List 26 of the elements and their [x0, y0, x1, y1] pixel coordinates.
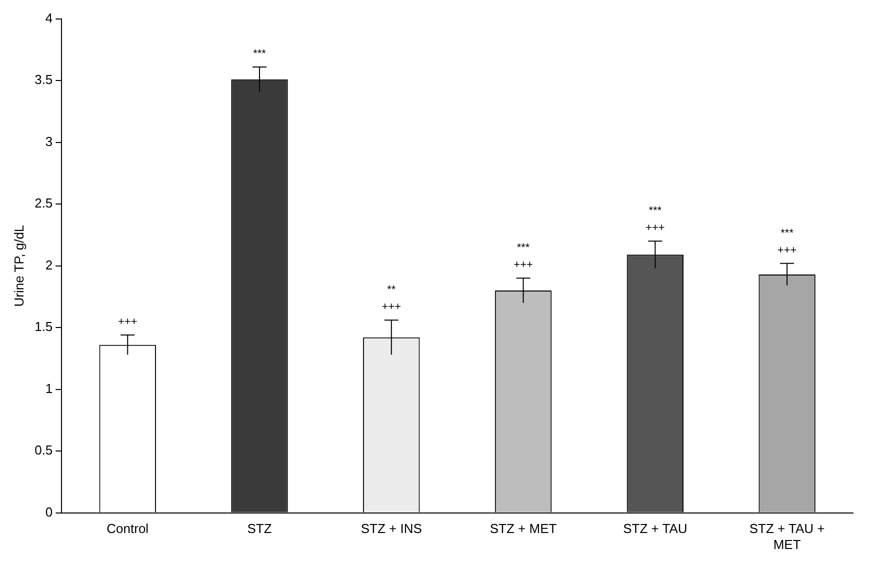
y-tick-label: 0.5 [34, 442, 53, 458]
annotation: +++ [646, 222, 665, 234]
y-tick-label: 3 [45, 134, 53, 149]
y-tick-label: 1 [45, 380, 53, 396]
annotation: *** [780, 227, 794, 240]
annotation: ** [387, 284, 396, 296]
x-tick-label: Control [106, 521, 149, 536]
annotation: *** [648, 205, 662, 218]
x-tick-label: STZ + MET [490, 521, 557, 536]
x-tick-label: STZ + TAU [623, 521, 688, 536]
y-tick-label: 4 [45, 10, 53, 26]
annotation: *** [253, 48, 267, 60]
y-tick-label: 0 [45, 504, 53, 520]
y-tick-label: 1.5 [34, 319, 53, 334]
x-tick-label: STZ + TAU + MET [749, 521, 825, 552]
annotation: *** [516, 242, 530, 254]
annotation: +++ [118, 316, 138, 328]
x-tick-label: STZ + INS [360, 521, 422, 536]
y-axis-title: Urine TP, g/dL [11, 224, 26, 307]
y-tick-label: 2 [45, 257, 53, 272]
y-tick-label: 3.5 [34, 72, 53, 88]
y-tick-label: 2.5 [34, 196, 53, 211]
annotation: +++ [514, 259, 533, 272]
x-tick-label: STZ [247, 521, 272, 536]
annotation: +++ [777, 244, 797, 256]
annotation: +++ [382, 301, 402, 314]
